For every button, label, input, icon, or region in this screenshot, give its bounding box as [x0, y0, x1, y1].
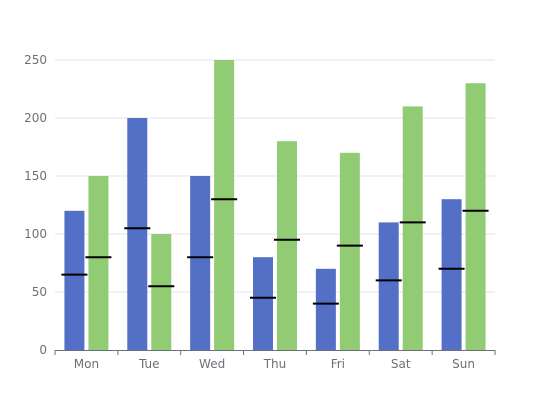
grid: [55, 59, 495, 293]
x-tick-label: Tue: [138, 357, 160, 371]
bar-series-1: [64, 210, 85, 350]
y-tick-label: 50: [32, 285, 47, 299]
x-tick-label: Mon: [74, 357, 99, 371]
x-tick-label: Sun: [452, 357, 475, 371]
bar-series-2: [339, 152, 360, 350]
x-tick-label: Thu: [263, 357, 287, 371]
bar-series-2: [277, 141, 297, 350]
axes: 0 50 100 150 200 250 Mon Tue Wed Thu Fri Sat Sun: [24, 53, 496, 371]
x-tick-label: Fri: [331, 357, 345, 371]
bar-series-1: [378, 222, 399, 350]
bar-series-2: [402, 106, 423, 351]
y-tick-label: 100: [24, 227, 47, 241]
bar-series-1: [253, 257, 273, 350]
bar-series-1: [315, 268, 336, 350]
y-tick-label: 250: [24, 53, 47, 67]
bar-series-1: [190, 176, 211, 350]
bar-series-2: [465, 83, 486, 350]
y-tick-label: 0: [39, 343, 47, 357]
bar-series-2: [88, 176, 109, 350]
y-tick-label: 150: [24, 169, 47, 183]
x-tick-label: Wed: [199, 357, 225, 371]
bar-series-1: [127, 118, 148, 350]
markers: [61, 198, 489, 305]
bar-series-2: [151, 234, 172, 350]
x-tick-label: Sat: [391, 357, 411, 371]
bar-series-1: [441, 199, 462, 350]
bar-series-2: [214, 60, 235, 350]
y-tick-label: 200: [24, 111, 47, 125]
bars: [64, 60, 486, 351]
